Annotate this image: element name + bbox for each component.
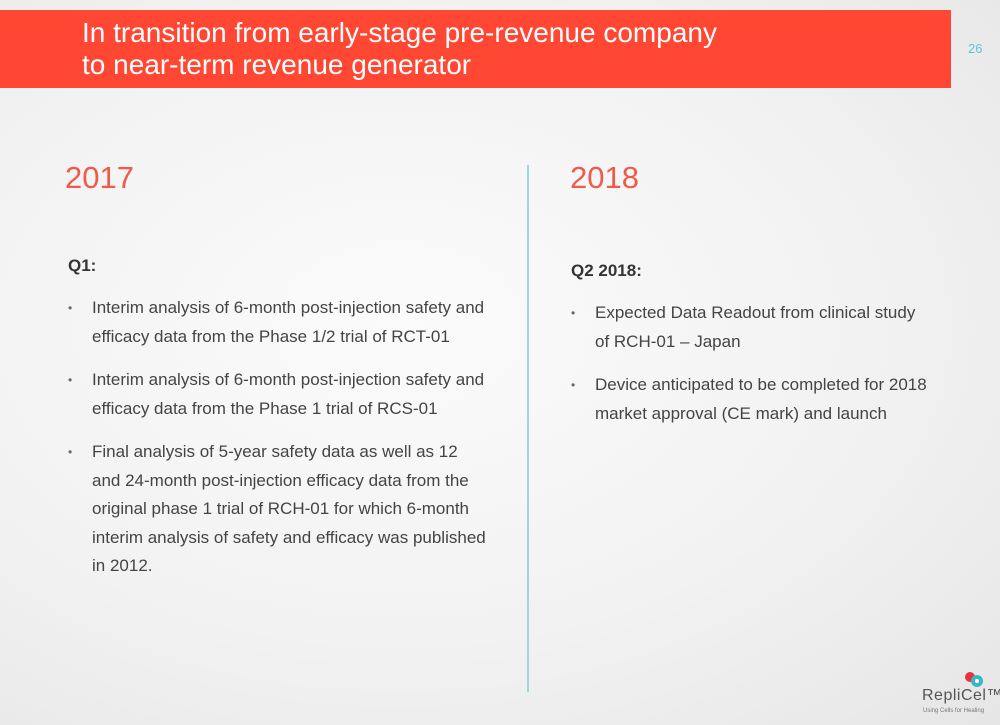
- right-heading: Q2 2018:: [571, 261, 642, 280]
- slide-title: In transition from early-stage pre-reven…: [82, 17, 717, 80]
- logo-mark-icon: [965, 672, 983, 687]
- right-list: • Expected Data Readout from clinical stu…: [571, 299, 931, 443]
- list-item: • Final analysis of 5-year safety data as…: [68, 442, 486, 575]
- list-item: • Expected Data Readout from clinical stu…: [571, 303, 916, 351]
- left-heading: Q1:: [68, 256, 97, 275]
- title-banner: [0, 10, 951, 88]
- year-2018: 2018: [570, 160, 639, 195]
- column-divider: [527, 165, 529, 692]
- left-list: • Interim analysis of 6-month post-inject…: [68, 294, 488, 596]
- replicel-logo: RepliCel™ Using Cells for Healing: [920, 670, 1000, 720]
- list-item: • Interim analysis of 6-month post-inject…: [68, 298, 485, 346]
- page-number: 26: [968, 41, 983, 56]
- year-2017: 2017: [65, 160, 134, 195]
- list-item: • Interim analysis of 6-month post-inject…: [68, 370, 485, 418]
- list-item: • Device anticipated to be completed for …: [571, 375, 927, 423]
